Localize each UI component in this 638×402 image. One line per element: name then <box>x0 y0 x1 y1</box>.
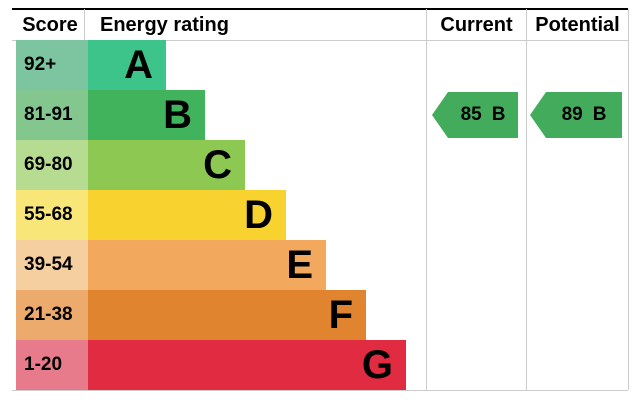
rating-bar-c: C <box>88 140 245 190</box>
epc-row-g: 1-20 G <box>16 340 628 390</box>
header-energy-rating: Energy rating <box>100 14 229 36</box>
epc-row-c: 69-80 C <box>16 140 628 190</box>
score-cell-c: 69-80 <box>16 140 88 190</box>
potential-rating-value: 89 <box>561 104 583 125</box>
epc-row-a: 92+ A <box>16 40 628 90</box>
rating-letter-e: E <box>286 243 313 287</box>
rating-letter-a: A <box>124 43 153 87</box>
rating-letter-g: G <box>361 343 393 387</box>
divider-potential-column <box>526 9 527 390</box>
divider-current-column <box>426 9 427 390</box>
rating-letter-b: B <box>163 93 192 137</box>
header-score: Score <box>22 14 78 36</box>
rating-bar-e: E <box>88 240 326 290</box>
header-potential: Potential <box>535 14 620 36</box>
score-cell-b: 81-91 <box>16 90 88 140</box>
right-border <box>628 9 629 390</box>
score-range-g: 1-20 <box>24 354 63 375</box>
score-range-e: 39-54 <box>24 254 73 275</box>
epc-row-f: 21-38 F <box>16 290 628 340</box>
epc-row-e: 39-54 E <box>16 240 628 290</box>
rating-bar-g: G <box>88 340 406 390</box>
score-range-c: 69-80 <box>24 154 73 175</box>
rating-letter-c: C <box>203 143 232 187</box>
bottom-border <box>12 390 628 391</box>
rating-bar-f: F <box>88 290 366 340</box>
epc-row-b: 81-91 B <box>16 90 628 140</box>
top-border <box>12 8 628 10</box>
header-underline <box>12 40 628 41</box>
header-current: Current <box>440 14 513 36</box>
divider-score-energy <box>84 9 85 40</box>
current-rating-letter: B <box>491 104 506 125</box>
score-cell-g: 1-20 <box>16 340 88 390</box>
rating-bar-d: D <box>88 190 286 240</box>
score-cell-d: 55-68 <box>16 190 88 240</box>
potential-rating-arrow: 89 B <box>530 92 622 138</box>
rating-letter-f: F <box>328 293 353 337</box>
rating-letter-d: D <box>244 193 273 237</box>
score-range-a: 92+ <box>24 54 57 75</box>
current-rating-value: 85 <box>460 104 482 125</box>
score-range-f: 21-38 <box>24 304 73 325</box>
rating-bar-b: B <box>88 90 205 140</box>
epc-row-d: 55-68 D <box>16 190 628 240</box>
score-cell-f: 21-38 <box>16 290 88 340</box>
potential-rating-letter: B <box>592 104 607 125</box>
score-range-d: 55-68 <box>24 204 73 225</box>
current-rating-arrow: 85 B <box>432 92 518 138</box>
score-cell-e: 39-54 <box>16 240 88 290</box>
score-cell-a: 92+ <box>16 40 88 90</box>
score-range-b: 81-91 <box>24 104 73 125</box>
rating-bar-a: A <box>88 40 166 90</box>
